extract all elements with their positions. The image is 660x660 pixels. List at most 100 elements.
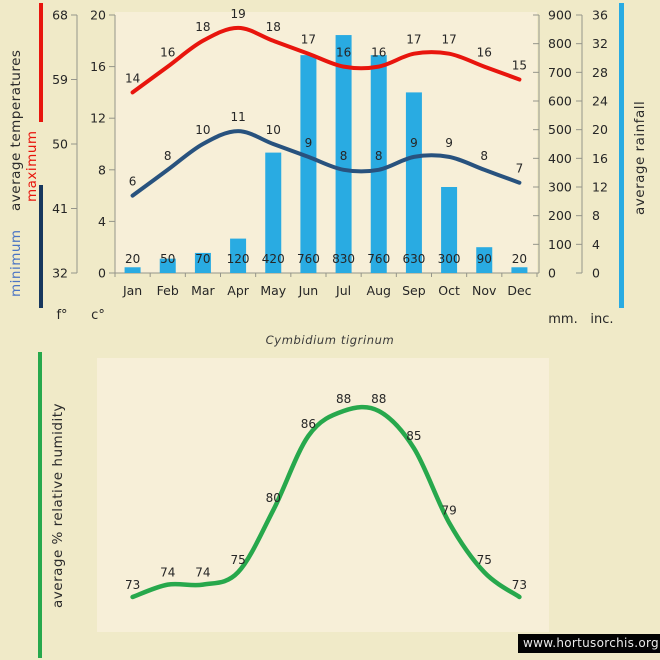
- mm-tick-label: 300: [548, 180, 572, 195]
- min-temp-value-label: 9: [445, 136, 453, 150]
- inches-tick-label: 36: [592, 8, 608, 23]
- humidity-value-label: 86: [301, 417, 316, 431]
- celsius-tick-label: 20: [90, 8, 106, 23]
- rainfall-value-label: 300: [438, 252, 461, 266]
- min-temp-value-label: 8: [340, 149, 348, 163]
- max-temp-value-label: 16: [160, 46, 175, 60]
- celsius-tick-label: 4: [98, 214, 106, 229]
- rainfall-bar: [441, 187, 458, 273]
- fahrenheit-unit-label: f°: [56, 308, 68, 323]
- celsius-tick-label: 0: [98, 266, 106, 281]
- mm-tick-label: 900: [548, 8, 572, 23]
- humidity-value-label: 85: [406, 429, 421, 443]
- max-temp-value-label: 17: [301, 33, 316, 47]
- mm-tick-label: 100: [548, 237, 572, 252]
- rainfall-bar: [194, 252, 211, 273]
- mm-tick-label: 800: [548, 36, 572, 51]
- rainfall-legend-label: average rainfall: [632, 100, 648, 216]
- rainfall-value-label: 630: [402, 252, 425, 266]
- rainfall-value-label: 760: [297, 252, 320, 266]
- inches-tick-label: 12: [592, 180, 608, 195]
- rainfall-color-bar: [619, 3, 624, 308]
- inches-tick-label: 28: [592, 65, 608, 80]
- mm-tick-label: 400: [548, 151, 572, 166]
- fahrenheit-tick-label: 50: [52, 137, 68, 152]
- month-label: Jan: [122, 283, 142, 298]
- min-temp-value-label: 6: [129, 175, 137, 189]
- mm-unit-label: mm.: [548, 312, 578, 327]
- max-temp-value-label: 16: [371, 46, 386, 60]
- min-temp-value-label: 10: [195, 123, 210, 137]
- fahrenheit-tick-label: 59: [52, 72, 68, 87]
- website-badge[interactable]: www.hortusorchis.org: [518, 634, 660, 653]
- month-label: Jul: [335, 283, 351, 298]
- min-temp-value-label: 8: [375, 149, 383, 163]
- min-temp-value-label: 7: [516, 162, 524, 176]
- min-temp-value-label: 8: [164, 149, 172, 163]
- month-label: Oct: [438, 283, 460, 298]
- month-label: Feb: [157, 283, 179, 298]
- mm-tick-label: 0: [548, 266, 556, 281]
- mm-tick-label: 200: [548, 208, 572, 223]
- species-title: Cymbidium tigrinum: [265, 333, 395, 347]
- inches-tick-label: 4: [592, 237, 600, 252]
- rainfall-value-label: 20: [125, 252, 140, 266]
- rainfall-bar: [159, 258, 176, 273]
- month-label: Sep: [402, 283, 426, 298]
- rainfall-value-label: 90: [477, 252, 492, 266]
- rainfall-bar: [511, 267, 528, 273]
- rainfall-bar: [265, 152, 282, 273]
- month-label: Aug: [367, 283, 391, 298]
- inches-tick-label: 8: [592, 208, 600, 223]
- mm-tick-label: 500: [548, 122, 572, 137]
- celsius-tick-label: 8: [98, 162, 106, 177]
- rainfall-bar: [405, 92, 422, 274]
- celsius-unit-label: c°: [91, 308, 105, 323]
- humidity-legend-label: average % relative humidity: [50, 402, 66, 608]
- rainfall-bar: [476, 247, 493, 273]
- humidity-value-label: 74: [195, 566, 210, 580]
- max-temp-value-label: 18: [195, 20, 210, 34]
- mm-tick-label: 700: [548, 65, 572, 80]
- max-temp-value-label: 15: [512, 59, 527, 73]
- min-temp-line: [130, 129, 522, 198]
- fahrenheit-tick-label: 41: [52, 201, 68, 216]
- min-temp-color-bar: [39, 185, 43, 308]
- month-label: Apr: [227, 283, 249, 298]
- min-temp-value-label: 9: [305, 136, 313, 150]
- max-temp-value-label: 17: [406, 33, 421, 47]
- rainfall-value-label: 760: [367, 252, 390, 266]
- celsius-tick-label: 12: [90, 111, 106, 126]
- celsius-tick-label: 16: [90, 59, 106, 74]
- month-label: May: [260, 283, 286, 298]
- month-label: Jun: [298, 283, 319, 298]
- rainfall-bar: [370, 55, 387, 274]
- month-label: Nov: [472, 283, 497, 298]
- max-temp-value-label: 19: [230, 7, 245, 21]
- inches-tick-label: 20: [592, 122, 608, 137]
- rainfall-value-label: 830: [332, 252, 355, 266]
- inches-tick-label: 0: [592, 266, 600, 281]
- max-temp-line: [130, 25, 522, 95]
- humidity-value-label: 75: [477, 553, 492, 567]
- rainfall-bar: [124, 267, 141, 273]
- rainfall-value-label: 70: [195, 252, 210, 266]
- max-temp-value-label: 18: [266, 20, 281, 34]
- rainfall-value-label: 120: [227, 252, 250, 266]
- humidity-color-bar: [38, 352, 42, 658]
- plot-area: [115, 12, 537, 273]
- humidity-value-label: 79: [441, 504, 456, 518]
- min-temp-value-label: 10: [266, 123, 281, 137]
- inches-tick-label: 16: [592, 151, 608, 166]
- humidity-value-label: 80: [266, 491, 281, 505]
- rainfall-bar: [300, 55, 317, 274]
- rainfall-bar: [335, 35, 352, 273]
- humidity-value-label: 88: [371, 392, 386, 406]
- max-temp-value-label: 16: [336, 46, 351, 60]
- max-temp-value-label: 17: [441, 33, 456, 47]
- rainfall-value-label: 50: [160, 252, 175, 266]
- humidity-value-label: 73: [125, 578, 140, 592]
- rainfall-value-label: 20: [512, 252, 527, 266]
- fahrenheit-tick-label: 32: [52, 266, 68, 281]
